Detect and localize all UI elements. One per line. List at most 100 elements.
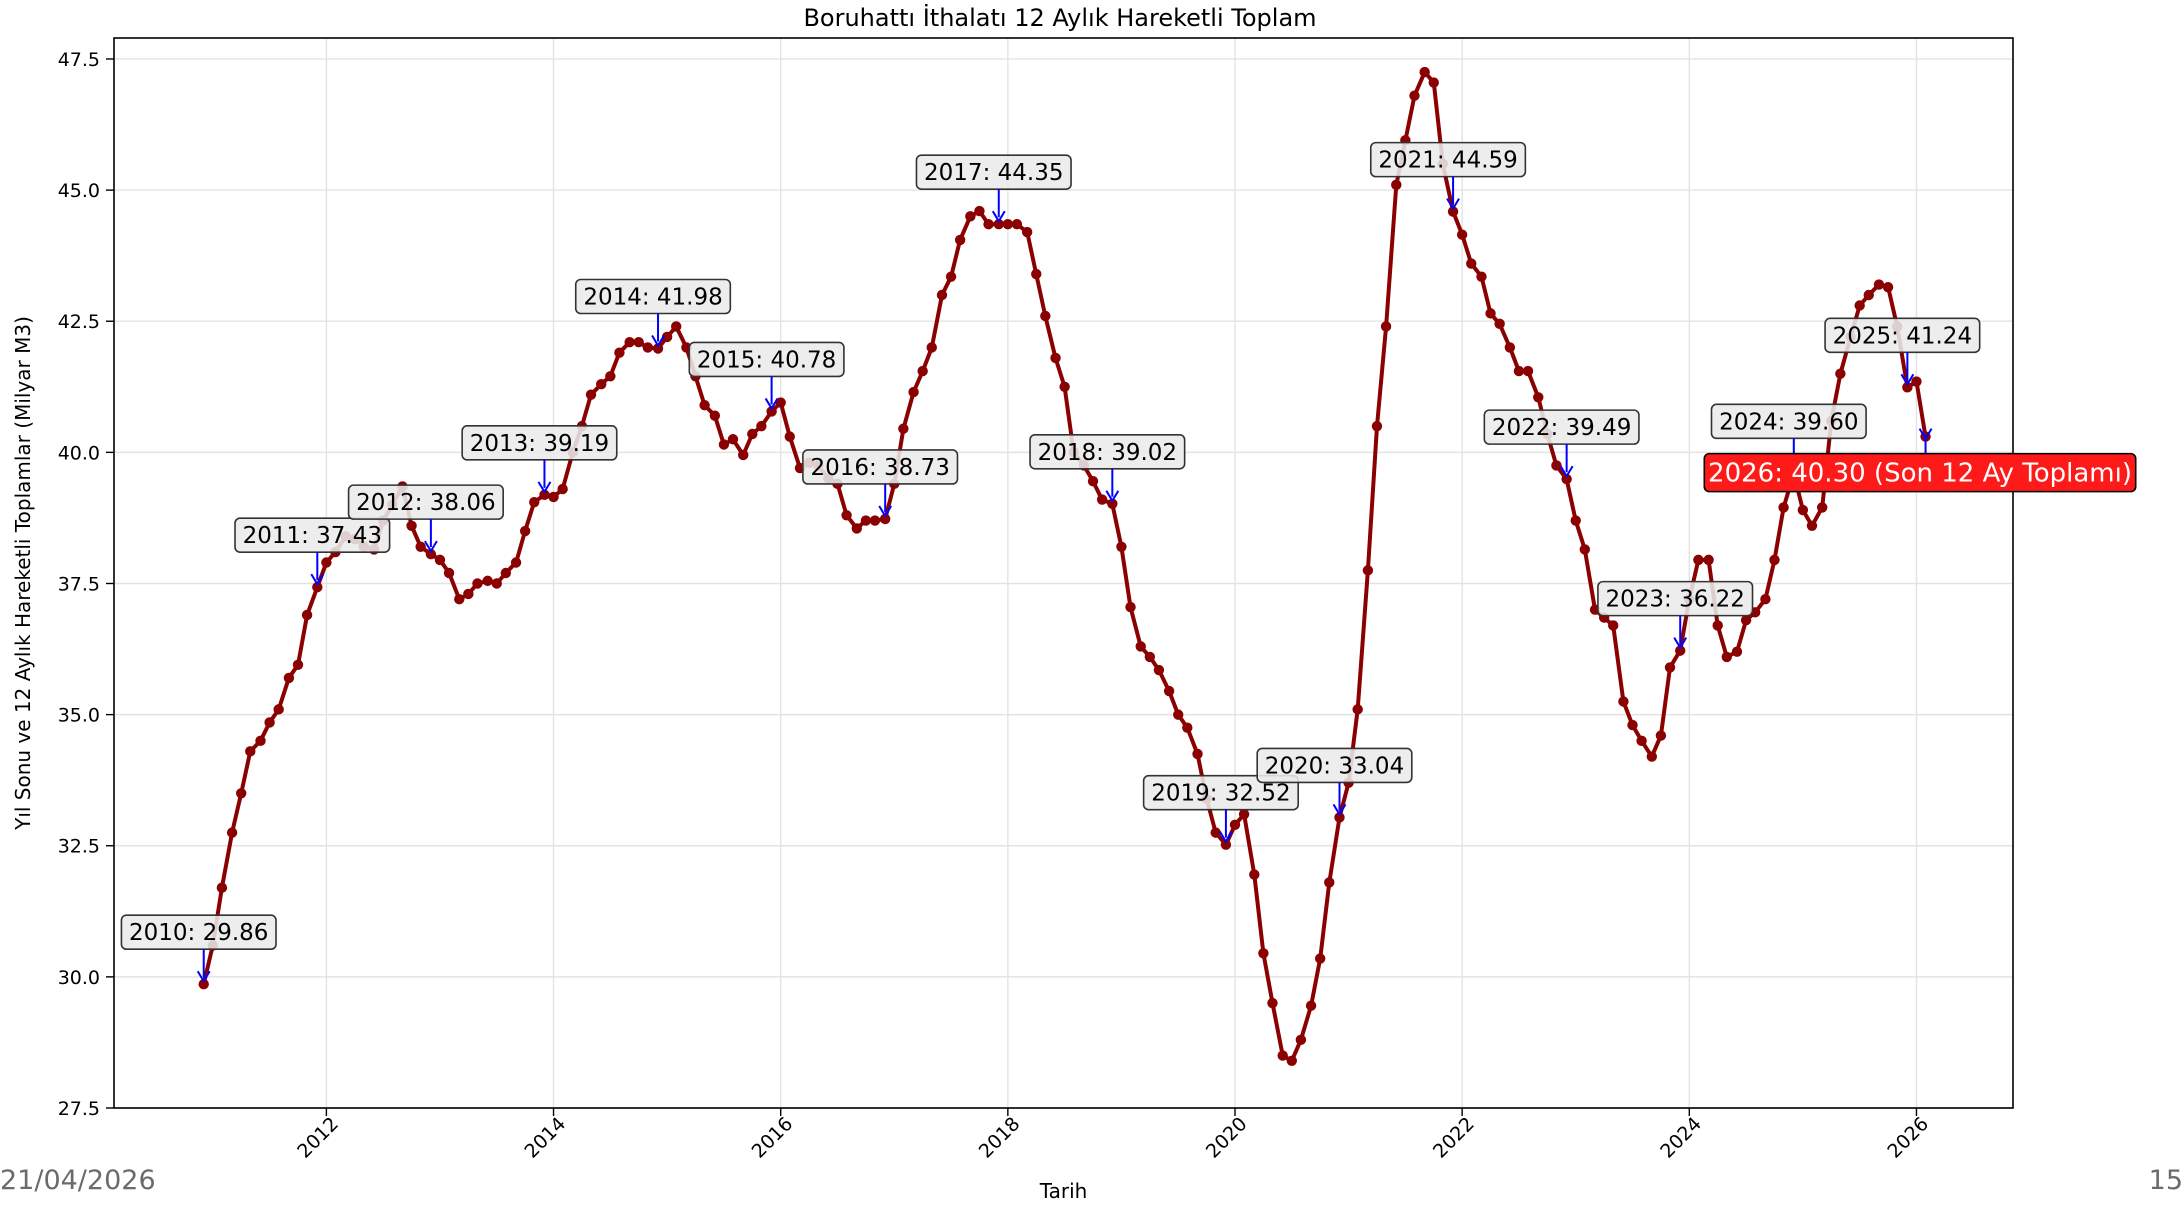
annotation-box <box>234 517 391 553</box>
data-point <box>1087 476 1099 487</box>
data-point <box>917 365 928 377</box>
data-point <box>1655 730 1667 741</box>
data-point <box>1314 953 1326 964</box>
data-point <box>1504 342 1516 353</box>
data-point <box>1703 554 1714 566</box>
data-point <box>1693 554 1704 566</box>
annotation-box <box>1256 747 1413 784</box>
data-point <box>1740 615 1752 626</box>
data-point <box>1324 877 1335 888</box>
data-point <box>1769 554 1780 566</box>
data-point <box>283 672 295 684</box>
data-point <box>216 882 228 893</box>
data-point <box>661 331 673 343</box>
data-point <box>1229 819 1241 830</box>
data-point <box>841 510 852 521</box>
data-point <box>1173 709 1184 720</box>
data-point <box>321 557 332 568</box>
annotation-box <box>1029 433 1186 470</box>
data-point <box>1305 1000 1317 1011</box>
data-point <box>1258 948 1269 959</box>
data-point <box>1494 318 1505 330</box>
data-point <box>1476 271 1487 282</box>
y-tick-label: 32.5 <box>58 836 100 858</box>
data-point <box>1362 565 1374 576</box>
data-point <box>993 219 1004 230</box>
data-point <box>596 378 607 390</box>
data-point <box>624 337 635 348</box>
data-point <box>738 449 749 461</box>
x-tick-label: 2016 <box>748 1113 798 1163</box>
annotation-label: 2015: 40.78 <box>697 347 836 373</box>
data-point <box>1021 226 1033 238</box>
data-point <box>756 420 767 432</box>
footer-date: 21/04/2026 <box>0 1165 156 1196</box>
annotation-arrowhead <box>537 481 552 494</box>
data-point <box>965 211 976 222</box>
data-point <box>1116 541 1127 552</box>
data-point <box>1334 812 1345 823</box>
data-point <box>454 594 465 605</box>
annotation-label: 2013: 39.19 <box>470 431 609 457</box>
data-point <box>1238 809 1250 820</box>
data-point <box>1627 719 1638 731</box>
data-point <box>500 567 512 579</box>
data-point <box>1002 219 1014 230</box>
data-point <box>709 410 721 421</box>
data-point <box>1806 520 1818 531</box>
data-point <box>1163 685 1175 697</box>
data-point <box>1391 179 1402 191</box>
data-point <box>1192 748 1203 760</box>
y-tick-label: 37.5 <box>58 573 100 595</box>
annotation-label: 2011: 37.43 <box>243 523 382 549</box>
data-point <box>292 659 304 670</box>
annotation-arrowhead <box>991 210 1006 224</box>
data-point <box>1409 90 1420 101</box>
annotation-box <box>1483 409 1640 445</box>
data-point <box>1882 281 1894 293</box>
data-point <box>226 827 238 838</box>
data-point <box>671 321 682 332</box>
data-point <box>463 588 474 600</box>
annotation-box <box>574 278 732 315</box>
data-point <box>718 439 730 450</box>
annotation-label: 2017: 44.35 <box>924 160 1063 186</box>
data-point <box>1428 77 1439 88</box>
y-tick-label: 40.0 <box>58 442 100 464</box>
data-point <box>1835 368 1846 379</box>
annotation-arrowhead <box>1332 803 1347 817</box>
data-point <box>1011 219 1023 230</box>
data-point <box>1533 392 1544 403</box>
data-point <box>727 434 739 445</box>
data-point <box>1050 352 1061 364</box>
data-point <box>1182 722 1193 733</box>
annotation-arrowhead <box>651 334 665 348</box>
annotation-label: 2025: 41.24 <box>1833 323 1972 349</box>
annotation-label: 2012: 38.06 <box>356 490 495 516</box>
data-point <box>1295 1034 1307 1046</box>
data-point <box>1419 66 1430 78</box>
data-point <box>1797 504 1809 516</box>
annotation-box <box>347 484 504 520</box>
series-line <box>198 66 1931 1066</box>
data-point <box>1561 473 1572 485</box>
y-tick-label: 35.0 <box>58 705 100 727</box>
data-point <box>1778 502 1789 513</box>
annotation-arrowhead <box>1559 465 1574 479</box>
data-point <box>273 704 284 715</box>
data-point <box>1712 620 1723 631</box>
data-point <box>1125 601 1136 613</box>
annotation-arrowhead <box>1105 490 1120 503</box>
data-point <box>605 371 616 382</box>
data-point <box>1135 641 1146 652</box>
annotation-label: 2024: 39.60 <box>1719 409 1858 435</box>
data-point <box>1456 229 1468 240</box>
data-point <box>1854 300 1865 311</box>
data-point <box>699 399 710 411</box>
data-point <box>1902 382 1913 393</box>
data-point <box>1760 594 1771 605</box>
annotation-arrowhead <box>424 540 438 554</box>
annotation-box <box>1142 774 1300 811</box>
data-point <box>775 397 786 408</box>
data-point <box>312 581 323 593</box>
